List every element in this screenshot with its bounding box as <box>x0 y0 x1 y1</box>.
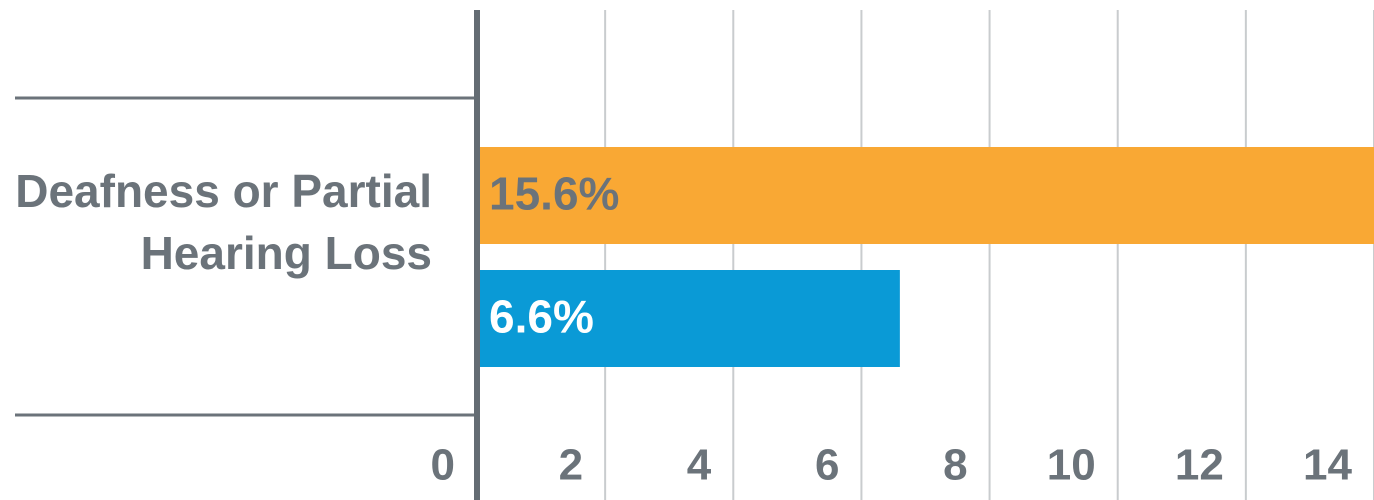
x-tick-label: 4 <box>687 441 712 490</box>
x-tick-label: 2 <box>559 441 583 490</box>
x-tick-label: 10 <box>1047 441 1096 490</box>
x-tick-label: 0 <box>431 441 455 490</box>
category-label: Deafness or Partial Hearing Loss <box>15 165 432 279</box>
value-label: 6.6% <box>489 291 594 343</box>
x-tick-label: 6 <box>815 441 839 490</box>
x-tick-label: 14 <box>1303 441 1352 490</box>
bar <box>477 147 1374 244</box>
value-label: 15.6% <box>489 168 619 220</box>
x-tick-label: 8 <box>943 441 967 490</box>
x-tick-label: 12 <box>1175 441 1224 490</box>
bar <box>477 270 900 367</box>
